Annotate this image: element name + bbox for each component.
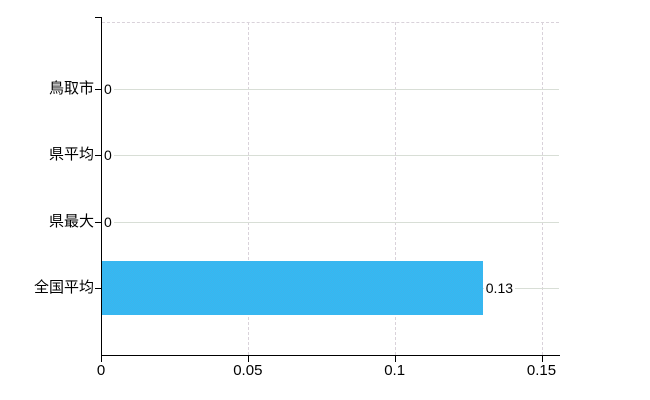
- y-axis-tick: [95, 155, 101, 157]
- x-axis-tick: [394, 356, 396, 362]
- x-axis-line: [101, 355, 560, 356]
- value-label: 0: [102, 80, 114, 98]
- gridline-horizontal: [102, 155, 559, 157]
- category-label: 全国平均: [33, 279, 94, 297]
- gridline-horizontal: [102, 88, 559, 90]
- gridline-vertical: [394, 22, 396, 355]
- category-label: 鳥取市: [48, 79, 94, 97]
- value-label: 0: [102, 213, 114, 231]
- x-tick-label: 0.05: [233, 362, 263, 379]
- x-tick-label: 0: [96, 362, 106, 379]
- y-axis-tick: [95, 88, 101, 90]
- x-axis-tick: [541, 356, 543, 362]
- value-label: 0.13: [483, 280, 516, 298]
- y-axis-tick: [95, 221, 101, 223]
- y-axis-tick: [95, 288, 101, 290]
- bar: [102, 261, 483, 316]
- y-axis-line: [101, 17, 102, 362]
- x-axis-tick: [101, 356, 102, 362]
- x-tick-label: 0.15: [526, 362, 557, 379]
- plot-top-border: [102, 22, 559, 23]
- category-label: 県最大: [48, 212, 94, 230]
- x-axis-tick: [247, 356, 249, 362]
- value-label: 0: [102, 147, 114, 165]
- y-axis-top-tick: [95, 17, 101, 18]
- gridline-horizontal: [102, 221, 559, 223]
- gridline-vertical: [541, 22, 543, 355]
- gridline-vertical: [247, 22, 249, 355]
- x-tick-label: 0.1: [384, 362, 406, 379]
- category-label: 県平均: [48, 146, 94, 164]
